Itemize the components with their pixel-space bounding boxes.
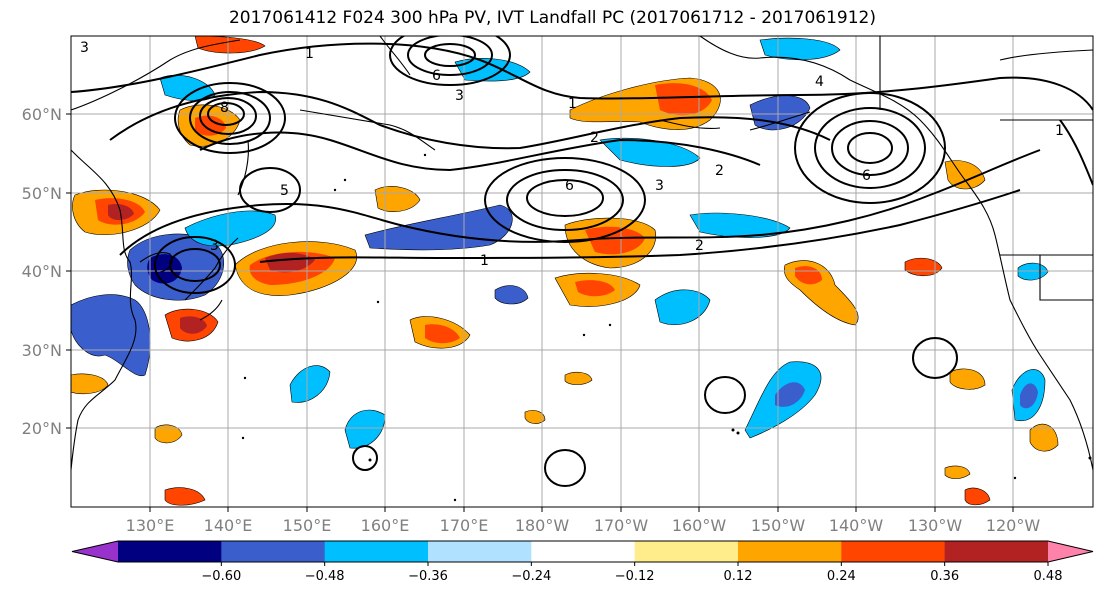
positive-anomaly-small-8 <box>944 465 971 479</box>
pv-contours <box>71 36 1093 487</box>
colorbar-segment <box>428 541 532 562</box>
colorbar-segment <box>634 541 739 562</box>
x-tick-label: 160°E <box>361 516 410 535</box>
colorbar-tick-label: −0.36 <box>408 569 448 584</box>
positive-anomaly-south-west <box>71 373 109 395</box>
contour-label: 2 <box>590 130 599 146</box>
negative-anomaly-central-30n <box>654 289 711 326</box>
positive-anomaly-small-3 <box>524 410 546 424</box>
chart-title: 2017061412 F024 300 hPa PV, IVT Landfall… <box>228 8 876 28</box>
x-tick-label: 140°E <box>204 516 253 535</box>
contour-label: 6 <box>432 68 441 84</box>
x-tick-label: 170°W <box>594 516 649 535</box>
colorbar-tick-label: −0.60 <box>201 569 241 584</box>
y-axis-labels: 60°N 50°N 40°N 30°N 20°N <box>22 105 62 438</box>
contour-label: 1 <box>480 253 489 269</box>
colorbar-tick-label: 0.48 <box>1034 569 1063 584</box>
colorbar-tick-label: −0.48 <box>305 569 345 584</box>
negative-anomaly-subtropical-core <box>775 382 805 407</box>
colorbar <box>71 540 1094 563</box>
x-tick-label: 140°W <box>829 516 884 535</box>
positive-anomaly-south-japan-core <box>180 316 207 334</box>
x-tick-label: 160°W <box>672 516 727 535</box>
coastlines <box>71 36 1093 471</box>
y-tick-label: 60°N <box>22 105 62 124</box>
contour-label: 2 <box>695 238 704 254</box>
y-tick-label: 20°N <box>22 419 62 438</box>
negative-anomaly-kuril <box>184 210 276 247</box>
contour-label: 2 <box>715 163 724 179</box>
x-tick-label: 130°E <box>126 516 175 535</box>
positive-anomaly-small-2 <box>564 371 593 385</box>
x-tick-label: 150°E <box>283 516 332 535</box>
y-tick-label: 30°N <box>22 341 62 360</box>
colorbar-tick-label: 0.24 <box>827 569 856 584</box>
colorbar-tick-label: −0.24 <box>511 569 551 584</box>
colorbar-tick-label: 0.12 <box>724 569 753 584</box>
negative-anomaly-bering <box>599 137 701 167</box>
positive-anomaly-top-west <box>194 36 266 54</box>
colorbar-segment <box>324 541 429 562</box>
positive-anomaly-central-core <box>585 226 645 255</box>
colorbar-outline <box>71 540 1094 563</box>
positive-anomaly-manchuria-center <box>108 204 134 221</box>
colorbar-segment <box>841 541 946 562</box>
positive-anomaly-central-35n-core <box>575 280 615 297</box>
colorbar-segment <box>944 541 1049 562</box>
contour-label: 3 <box>655 178 664 194</box>
contour-label: 6 <box>862 168 871 184</box>
positive-anomaly-small-4 <box>949 368 986 390</box>
x-tick-label: 130°W <box>908 516 963 535</box>
x-axis-labels: 130°E 140°E 150°E 160°E 170°E 180°W 170°… <box>126 516 1041 535</box>
colorbar-tick-label: −0.12 <box>615 569 655 584</box>
contour-label: 1 <box>1055 123 1064 139</box>
colorbar-segment <box>118 541 222 562</box>
negative-anomaly-japan <box>71 294 151 377</box>
colorbar-extend-max <box>1048 541 1093 562</box>
negative-anomaly-west-subtropics <box>289 365 331 403</box>
x-tick-label: 150°W <box>751 516 806 535</box>
negative-anomaly-ne-pacific <box>759 37 841 61</box>
y-tick-label: 50°N <box>22 184 62 203</box>
positive-anomaly-small-5 <box>1029 423 1059 452</box>
contour-label: 6 <box>565 178 574 194</box>
axis-tick-marks <box>66 113 1014 512</box>
positive-anomaly-mid-32n-core <box>425 324 460 344</box>
x-tick-label: 120°W <box>986 516 1041 535</box>
contour-label: 4 <box>815 74 824 90</box>
gridlines <box>71 36 1093 507</box>
positive-anomaly-small-6 <box>164 487 206 506</box>
colorbar-segment <box>738 541 842 562</box>
contour-label: 3 <box>80 40 89 56</box>
positive-anomaly-okhotsk-core <box>195 115 226 136</box>
contour-label: 5 <box>280 183 289 199</box>
colorbar-tick-label: 0.36 <box>930 569 959 584</box>
negative-anomaly-coast-core <box>1020 383 1038 409</box>
colorbar-extend-min <box>72 541 118 562</box>
positive-anomaly-small-1 <box>154 424 183 444</box>
contour-label: 8 <box>220 100 229 116</box>
negative-anomaly-mid-38n <box>494 285 529 305</box>
colorbar-tick-labels: −0.60 −0.48 −0.36 −0.24 −0.12 0.12 0.24 0.36 0.4… <box>201 562 1063 584</box>
colorbar-segment <box>221 541 326 562</box>
islands <box>241 153 1092 502</box>
contour-label: 3 <box>455 88 464 104</box>
contour-label: 1 <box>568 96 577 112</box>
y-tick-label: 40°N <box>22 262 62 281</box>
contour-label: 3 <box>210 238 219 254</box>
colorbar-segment <box>531 541 636 562</box>
positive-anomaly-bering-core <box>655 83 712 116</box>
positive-anomaly-small-7 <box>964 487 991 506</box>
x-tick-label: 170°E <box>440 516 489 535</box>
x-tick-label: 180°W <box>515 516 570 535</box>
contour-labels: 3 1 1 2 2 3 3 4 5 6 6 6 8 1 2 1 3 <box>80 40 1064 269</box>
contour-label: 1 <box>305 46 314 62</box>
